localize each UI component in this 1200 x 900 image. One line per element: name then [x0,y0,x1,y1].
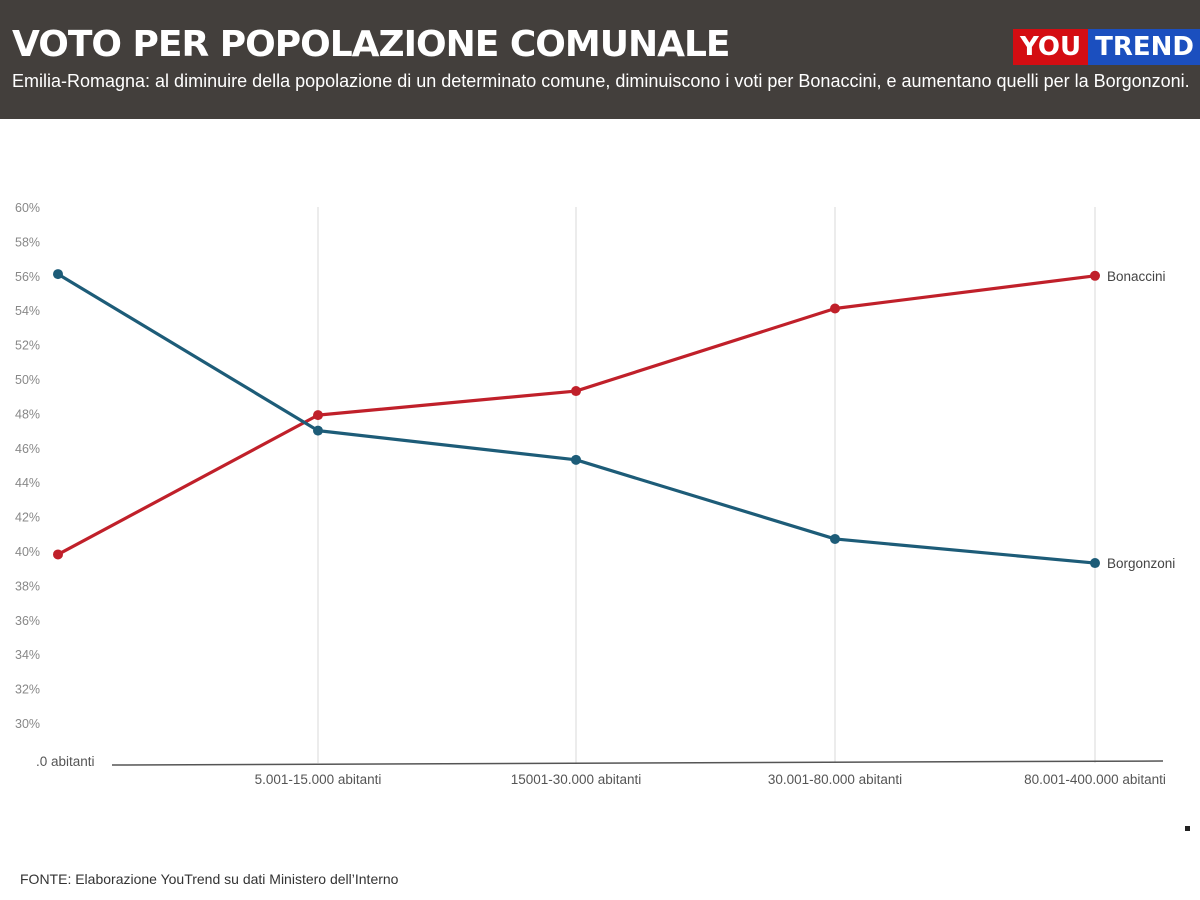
x-tick-label: 15001-30.000 abitanti [511,772,642,787]
source-note: FONTE: Elaborazione YouTrend su dati Min… [20,871,399,887]
y-tick-label: 38% [15,579,40,593]
logo-trend: TREND [1088,29,1200,65]
logo-you: YOU [1013,29,1089,65]
y-tick-label: 42% [15,511,40,525]
x-tick-label: 30.001-80.000 abitanti [768,772,902,787]
y-tick-label: 44% [15,476,40,490]
y-tick-label: 48% [15,407,40,421]
data-point-bonaccini [53,549,63,560]
series-group [53,269,1100,569]
y-tick-label: 54% [15,304,40,318]
y-tick-label: 40% [15,545,40,559]
y-tick-label: 32% [15,683,40,697]
series-label-bonaccini: Bonaccini [1107,269,1166,284]
series-labels: Bonaccini Borgonzoni [1107,269,1175,571]
data-point-borgonzoni [571,454,581,465]
y-tick-label: 34% [15,648,40,662]
data-point-borgonzoni [830,533,840,544]
grid-lines [317,207,1096,763]
chart-title: VOTO PER POPOLAZIONE COMUNALE [12,24,730,65]
x-tick-label: 80.001-400.000 abitanti [1024,772,1166,787]
youtrend-logo: YOU TREND [1013,29,1200,65]
chart-subtitle: Emilia-Romagna: al diminuire della popol… [12,71,1190,91]
data-point-bonaccini [571,386,581,397]
data-point-bonaccini [830,303,840,314]
x-tick-label: 5.001-15.000 abitanti [255,772,382,787]
data-point-borgonzoni [1090,558,1100,569]
header-banner: VOTO PER POPOLAZIONE COMUNALE YOU TREND … [0,0,1200,119]
x-tick-label: .0 abitanti [36,754,95,769]
y-tick-label: 50% [15,373,40,387]
x-axis-ticks: .0 abitanti 5.001-15.000 abitanti 15001-30… [36,754,1166,787]
series-label-borgonzoni: Borgonzoni [1107,556,1175,571]
y-tick-label: 30% [15,717,40,731]
data-point-bonaccini [313,410,323,421]
y-axis-ticks: 60% 58% 56% 54% 52% 50% 48% 46% 44% 42% 40% 38% 36% 3… [15,201,40,731]
data-point-borgonzoni [53,269,63,280]
y-tick-label: 60% [15,201,40,215]
data-point-bonaccini [1090,270,1100,281]
resize-handle-icon [1185,826,1190,831]
x-axis-line [111,760,1164,766]
y-tick-label: 52% [15,339,40,353]
y-tick-label: 58% [15,235,40,249]
y-tick-label: 56% [15,270,40,284]
y-tick-label: 46% [15,442,40,456]
data-point-borgonzoni [313,425,323,436]
y-tick-label: 36% [15,614,40,628]
